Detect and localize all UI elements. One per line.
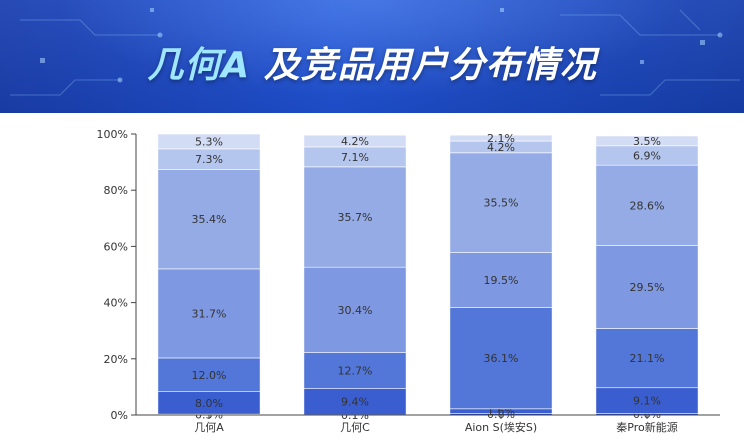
- segment-value-label: 8.0%: [195, 397, 223, 410]
- page-title: 几何A 及竞品用户分布情况: [0, 36, 744, 88]
- segment-value-label: 9.4%: [341, 396, 369, 409]
- segment-value-label: 5.3%: [195, 135, 223, 148]
- header-banner: 几何A 及竞品用户分布情况: [0, 0, 744, 113]
- segment-value-label: 12.7%: [338, 364, 373, 377]
- y-tick-label: 20%: [104, 353, 128, 366]
- segment-value-label: 2.1%: [487, 132, 515, 145]
- y-tick-label: 0%: [111, 409, 128, 422]
- segment-value-label: 29.5%: [630, 281, 665, 294]
- segment-value-label: 6.9%: [633, 149, 661, 162]
- segment-value-label: 35.4%: [192, 213, 227, 226]
- y-tick-label: 40%: [104, 297, 128, 310]
- segment-value-label: 4.2%: [341, 135, 369, 148]
- segment-value-label: 12.0%: [192, 369, 227, 382]
- segment-value-label: 36.1%: [484, 352, 519, 365]
- segment-value-label: 21.1%: [630, 352, 665, 365]
- segment-value-label: 19.5%: [484, 274, 519, 287]
- y-tick-label: 80%: [104, 184, 128, 197]
- segment-value-label: 7.1%: [341, 151, 369, 164]
- x-category-label: 几何A: [194, 421, 224, 434]
- segment-value-label: 3.5%: [633, 135, 661, 148]
- x-category-label: 几何C: [340, 421, 370, 434]
- segment-value-label: 7.3%: [195, 153, 223, 166]
- segment-value-label: 9.1%: [633, 395, 661, 408]
- stacked-bar-chart: 0%20%40%60%80%100%0.3%8.0%12.0%31.7%35.4…: [0, 113, 744, 440]
- chart-area: 0%20%40%60%80%100%0.3%8.0%12.0%31.7%35.4…: [0, 113, 744, 440]
- page-title-rest: 及竞品用户分布情况: [264, 45, 597, 86]
- y-tick-label: 60%: [104, 240, 128, 253]
- x-category-label: 秦Pro新能源: [616, 420, 677, 434]
- page-title-accent: 几何A: [147, 45, 250, 86]
- segment-value-label: 28.6%: [630, 199, 665, 212]
- segment-value-label: 35.5%: [484, 197, 519, 210]
- segment-value-label: 35.7%: [338, 211, 373, 224]
- y-tick-label: 100%: [97, 128, 128, 141]
- segment-value-label: 30.4%: [338, 304, 373, 317]
- segment-value-label: 31.7%: [192, 307, 227, 320]
- x-category-label: Aion S(埃安S): [465, 420, 537, 434]
